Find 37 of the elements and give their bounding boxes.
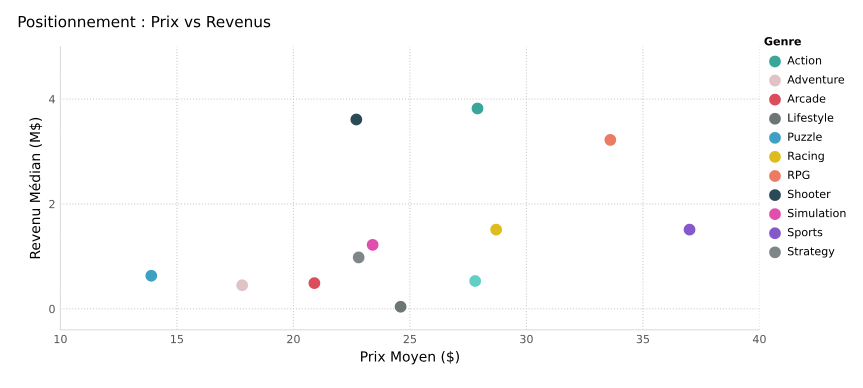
point <box>144 269 158 282</box>
x-tick-label: 30 <box>520 334 533 344</box>
y-axis-title: Revenu Médian (M$) <box>28 118 42 258</box>
point <box>308 276 321 290</box>
x-tick-label: 10 <box>54 334 67 344</box>
point <box>604 133 617 146</box>
legend-label: RPG <box>788 170 810 180</box>
legend-label: Sports <box>788 228 822 238</box>
point <box>352 250 366 264</box>
legend-title: Genre <box>764 37 801 46</box>
point <box>236 278 249 292</box>
y-tick-label: 0 <box>49 304 55 314</box>
point <box>366 238 380 252</box>
y-tick-label: 2 <box>49 200 54 208</box>
point <box>470 102 484 116</box>
point <box>490 223 503 236</box>
x-tick-label: 20 <box>287 334 300 344</box>
legend-label: Racing <box>788 151 824 162</box>
y-tick-label: 4 <box>49 95 55 104</box>
legend-label: Lifestyle <box>788 113 834 124</box>
chart-title: Positionnement : Prix vs Revenus <box>18 16 270 28</box>
legend-label: Arcade <box>787 94 826 103</box>
x-tick-label: 25 <box>404 334 416 344</box>
x-tick-label: 15 <box>171 335 184 344</box>
point <box>394 300 408 314</box>
point <box>350 112 363 126</box>
x-tick-label: 35 <box>636 334 650 344</box>
legend-label: Shooter <box>788 190 831 198</box>
point <box>682 223 696 236</box>
legend-label: Strategy <box>788 246 834 258</box>
legend-label: Simulation <box>788 208 846 218</box>
x-tick-label: 40 <box>752 334 766 344</box>
x-axis-title: Prix Moyen ($) <box>361 350 459 364</box>
legend-label: Adventure <box>787 75 844 84</box>
point <box>468 274 482 288</box>
legend-label: Action <box>787 56 822 65</box>
legend-label: Puzzle <box>788 132 822 141</box>
